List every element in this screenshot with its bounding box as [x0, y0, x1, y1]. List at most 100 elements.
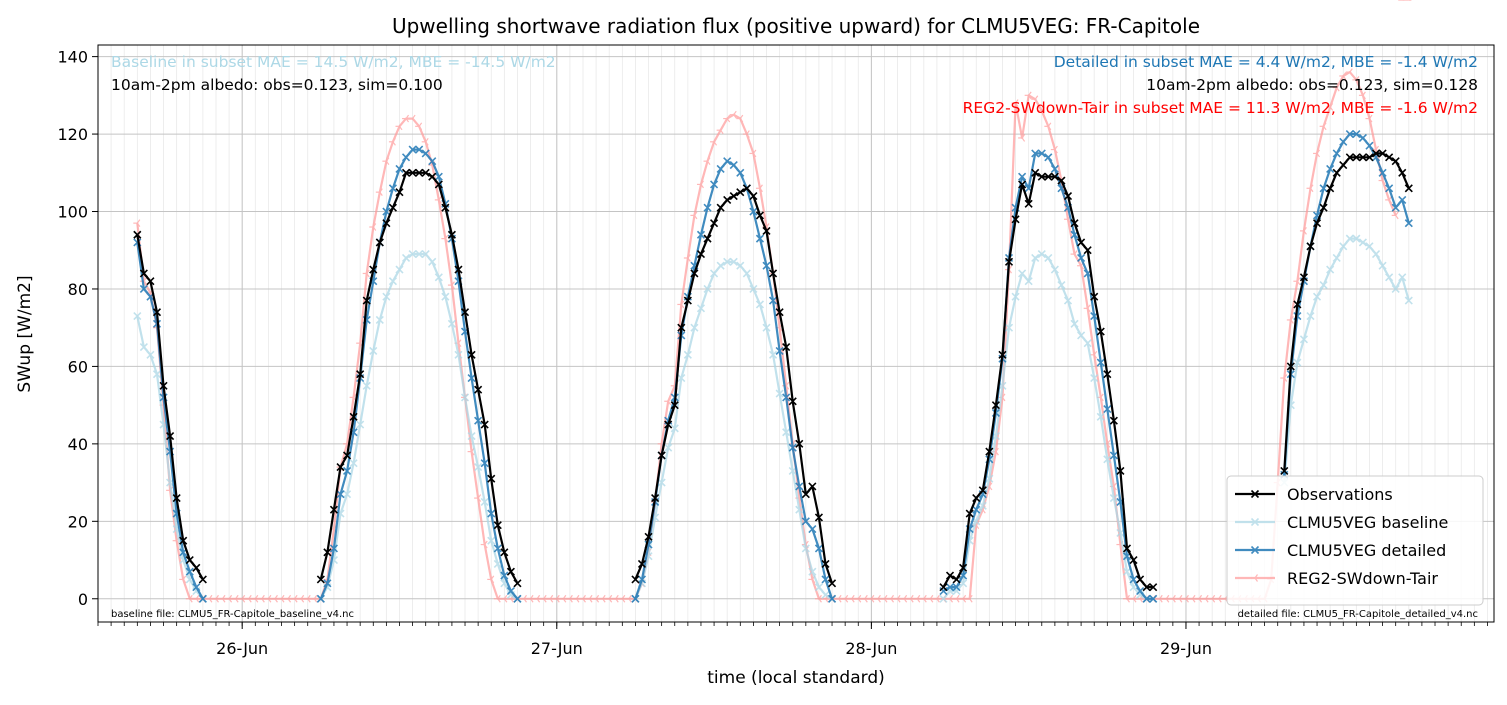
- data-point-reg2-swdown-tair: [959, 594, 967, 603]
- data-point-observations: [1345, 153, 1354, 162]
- data-point-clmu5veg-detailed: [342, 466, 352, 476]
- legend-box: [1226, 475, 1484, 606]
- y-tick-label: 60: [68, 357, 88, 376]
- data-point-observations: [657, 451, 666, 460]
- data-point-observations: [821, 559, 830, 568]
- data-point-reg2-swdown-tair: [1175, 594, 1183, 603]
- data-point-clmu5veg-detailed: [1142, 594, 1151, 603]
- data-point-clmu5veg-baseline: [1398, 273, 1407, 282]
- data-point-reg2-swdown-tair: [1319, 122, 1327, 131]
- data-point-reg2-swdown-tair: [716, 126, 724, 135]
- data-point-clmu5veg-baseline: [349, 459, 358, 468]
- data-point-observations: [795, 439, 804, 448]
- data-point-clmu5veg-baseline: [677, 373, 686, 383]
- data-point-reg2-swdown-tair: [408, 114, 416, 123]
- data-point-clmu5veg-detailed: [1358, 133, 1367, 143]
- data-point-clmu5veg-baseline: [1371, 250, 1381, 259]
- data-point-observations: [460, 308, 470, 317]
- data-point-clmu5veg-baseline: [421, 250, 430, 259]
- data-point-observations: [939, 583, 948, 592]
- data-point-clmu5veg-detailed: [729, 160, 738, 170]
- data-point-reg2-swdown-tair: [1339, 72, 1347, 80]
- data-point-observations: [690, 269, 699, 278]
- data-point-observations: [1083, 246, 1092, 255]
- legend-marker: [1250, 489, 1260, 499]
- data-point-reg2-swdown-tair: [847, 594, 855, 603]
- data-point-reg2-swdown-tair: [1391, 211, 1399, 220]
- data-point-clmu5veg-detailed: [1109, 451, 1118, 460]
- data-point-reg2-swdown-tair: [1214, 594, 1222, 603]
- data-point-observations: [1149, 583, 1158, 592]
- data-point-reg2-swdown-tair: [284, 594, 292, 603]
- data-point-clmu5veg-baseline: [1024, 277, 1033, 286]
- data-point-clmu5veg-detailed: [493, 544, 502, 553]
- data-point-observations: [1365, 153, 1374, 162]
- data-point-reg2-swdown-tair: [1018, 134, 1026, 142]
- data-point-observations: [801, 490, 810, 499]
- data-point-reg2-swdown-tair: [696, 180, 704, 189]
- data-point-clmu5veg-detailed: [1404, 219, 1413, 228]
- data-point-observations: [991, 401, 1000, 410]
- data-point-clmu5veg-baseline: [710, 269, 719, 278]
- data-point-reg2-swdown-tair: [919, 594, 927, 603]
- data-point-reg2-swdown-tair: [893, 594, 901, 603]
- data-point-clmu5veg-detailed: [480, 459, 489, 468]
- legend-item-clmu5veg-detailed: [1235, 545, 1275, 555]
- data-point-observations: [152, 308, 162, 317]
- data-point-observations: [172, 494, 181, 503]
- data-point-clmu5veg-baseline: [1378, 261, 1387, 270]
- data-point-clmu5veg-baseline: [454, 350, 463, 359]
- data-point-clmu5veg-baseline: [657, 478, 666, 487]
- data-point-clmu5veg-baseline: [690, 323, 699, 332]
- data-point-clmu5veg-baseline: [723, 257, 732, 266]
- data-point-clmu5veg-detailed: [1391, 203, 1400, 212]
- data-point-clmu5veg-baseline: [736, 261, 745, 270]
- data-point-clmu5veg-baseline: [1083, 339, 1092, 348]
- data-point-reg2-swdown-tair: [1155, 594, 1163, 603]
- data-point-clmu5veg-baseline: [683, 350, 692, 359]
- data-point-clmu5veg-detailed: [782, 393, 791, 402]
- data-point-reg2-swdown-tair: [900, 594, 908, 603]
- data-point-clmu5veg-baseline: [703, 284, 712, 294]
- data-point-reg2-swdown-tair: [205, 594, 213, 603]
- data-point-observations: [1096, 327, 1105, 336]
- data-point-reg2-swdown-tair: [592, 594, 600, 603]
- data-point-clmu5veg-detailed: [1044, 153, 1053, 162]
- data-point-clmu5veg-detailed: [467, 373, 476, 383]
- data-point-clmu5veg-baseline: [1090, 373, 1099, 383]
- data-point-reg2-swdown-tair: [887, 594, 895, 603]
- data-point-reg2-swdown-tair: [1083, 304, 1091, 313]
- data-point-observations: [742, 184, 751, 193]
- data-point-reg2-swdown-tair: [290, 594, 298, 603]
- data-point-observations: [1352, 153, 1361, 162]
- data-point-clmu5veg-detailed: [506, 586, 515, 596]
- data-point-reg2-swdown-tair: [618, 594, 626, 603]
- data-point-observations: [1299, 273, 1309, 282]
- data-point-reg2-swdown-tair: [841, 594, 849, 603]
- y-tick-label: 120: [57, 125, 88, 144]
- data-point-clmu5veg-detailed: [972, 505, 981, 514]
- data-point-clmu5veg-baseline: [664, 443, 673, 452]
- data-point-clmu5veg-baseline: [1319, 281, 1328, 290]
- data-point-observations: [192, 563, 201, 572]
- data-point-reg2-swdown-tair: [742, 130, 750, 138]
- data-point-reg2-swdown-tair: [1332, 83, 1340, 92]
- data-point-observations: [788, 397, 797, 406]
- data-point-observations: [198, 575, 207, 584]
- x-tick-label: 26-Jun: [216, 639, 268, 658]
- data-point-observations: [480, 420, 489, 429]
- data-point-reg2-swdown-tair: [1050, 145, 1058, 154]
- data-point-reg2-swdown-tair: [690, 211, 698, 220]
- legend-item-observations: [1235, 489, 1275, 499]
- data-point-clmu5veg-baseline: [775, 389, 784, 398]
- data-point-reg2-swdown-tair: [677, 300, 685, 309]
- legend-label: Observations: [1287, 485, 1393, 504]
- data-point-clmu5veg-baseline: [1103, 455, 1112, 464]
- data-point-reg2-swdown-tair: [1129, 594, 1137, 603]
- data-point-clmu5veg-baseline: [1044, 253, 1053, 263]
- data-point-clmu5veg-detailed: [1378, 168, 1387, 177]
- data-point-reg2-swdown-tair: [880, 594, 888, 603]
- data-point-clmu5veg-detailed: [1018, 172, 1027, 181]
- data-point-observations: [1358, 153, 1367, 162]
